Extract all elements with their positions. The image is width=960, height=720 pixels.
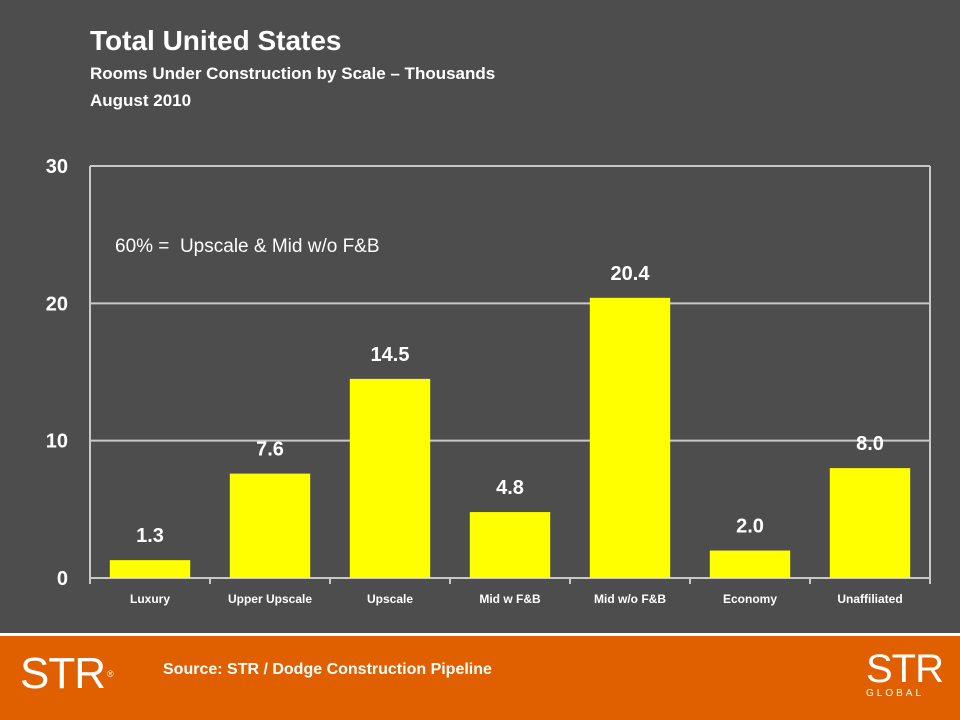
data-label: 7.6: [256, 439, 284, 461]
data-label: 2.0: [736, 516, 764, 538]
source-note: Source: STR / Dodge Construction Pipelin…: [163, 661, 492, 678]
bar: [229, 473, 311, 578]
bar: [349, 378, 431, 578]
str-logo: STR ®: [20, 649, 114, 698]
chart-date: August 2010: [90, 91, 192, 110]
chart-annotation: 60% = Upscale & Mid w/o F&B: [115, 236, 380, 257]
x-tick-label: Economy: [723, 592, 777, 606]
y-tick-label: 0: [57, 568, 68, 590]
bar: [109, 560, 191, 578]
bar: [829, 468, 911, 578]
str-global-logo: STR GLOBAL: [866, 647, 944, 699]
bar: [469, 512, 551, 578]
footer-divider: [0, 633, 960, 636]
bar: [709, 550, 791, 578]
x-tick-label: Upper Upscale: [228, 592, 312, 606]
x-tick-label: Luxury: [130, 592, 170, 606]
y-tick-label: 30: [46, 156, 68, 178]
bar: [589, 297, 671, 578]
data-label: 20.4: [611, 263, 651, 285]
footer: STR ® Source: STR / Dodge Construction Pi…: [0, 636, 960, 720]
data-label: 4.8: [496, 477, 524, 499]
chart-subtitle: Rooms Under Construction by Scale – Thou…: [90, 64, 496, 83]
x-tick-label: Unaffiliated: [837, 592, 902, 606]
data-label: 14.5: [371, 344, 410, 366]
x-tick-label: Mid w F&B: [479, 592, 541, 606]
chart-title: Total United States: [90, 25, 342, 56]
data-label: 1.3: [136, 525, 164, 547]
bar-chart: 0 10 20 30 1.3 Luxury 7.6 Upper Upscale 14.5 Upsc…: [46, 156, 931, 606]
x-tick-label: Upscale: [367, 592, 413, 606]
data-label: 8.0: [856, 433, 884, 455]
x-tick-label: Mid w/o F&B: [594, 592, 666, 606]
y-tick-label: 10: [46, 431, 68, 453]
y-tick-label: 20: [46, 293, 68, 315]
